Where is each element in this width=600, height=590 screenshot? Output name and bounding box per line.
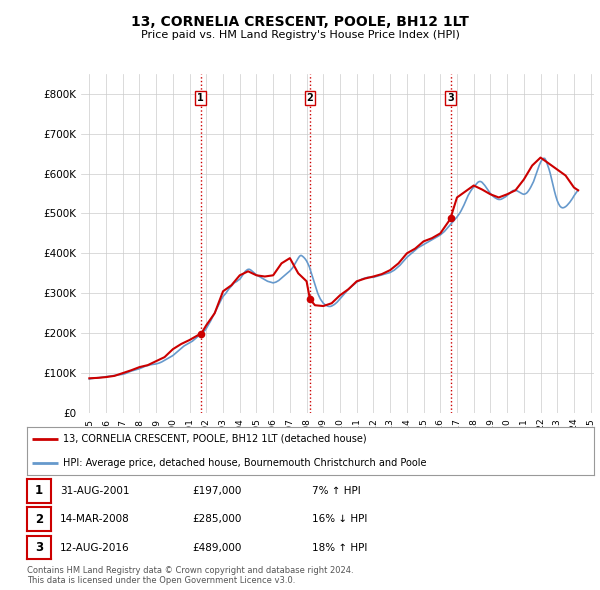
Text: £489,000: £489,000 <box>192 543 241 552</box>
Text: 1: 1 <box>35 484 43 497</box>
Text: 13, CORNELIA CRESCENT, POOLE, BH12 1LT: 13, CORNELIA CRESCENT, POOLE, BH12 1LT <box>131 15 469 29</box>
Text: Price paid vs. HM Land Registry's House Price Index (HPI): Price paid vs. HM Land Registry's House … <box>140 30 460 40</box>
Text: 18% ↑ HPI: 18% ↑ HPI <box>312 543 367 552</box>
Text: £285,000: £285,000 <box>192 514 241 524</box>
Text: 13, CORNELIA CRESCENT, POOLE, BH12 1LT (detached house): 13, CORNELIA CRESCENT, POOLE, BH12 1LT (… <box>63 434 367 444</box>
Point <box>196 330 206 339</box>
Text: HPI: Average price, detached house, Bournemouth Christchurch and Poole: HPI: Average price, detached house, Bour… <box>63 458 426 468</box>
Text: 2: 2 <box>35 513 43 526</box>
Text: 31-AUG-2001: 31-AUG-2001 <box>60 486 130 496</box>
Text: 12-AUG-2016: 12-AUG-2016 <box>60 543 130 552</box>
Text: 7% ↑ HPI: 7% ↑ HPI <box>312 486 361 496</box>
Text: 2: 2 <box>307 93 313 103</box>
Point <box>305 294 315 304</box>
Text: 3: 3 <box>35 541 43 554</box>
Text: £197,000: £197,000 <box>192 486 241 496</box>
Text: 14-MAR-2008: 14-MAR-2008 <box>60 514 130 524</box>
Text: Contains HM Land Registry data © Crown copyright and database right 2024.
This d: Contains HM Land Registry data © Crown c… <box>27 566 353 585</box>
Text: 3: 3 <box>447 93 454 103</box>
Text: 16% ↓ HPI: 16% ↓ HPI <box>312 514 367 524</box>
Point <box>446 213 455 222</box>
Text: 1: 1 <box>197 93 204 103</box>
